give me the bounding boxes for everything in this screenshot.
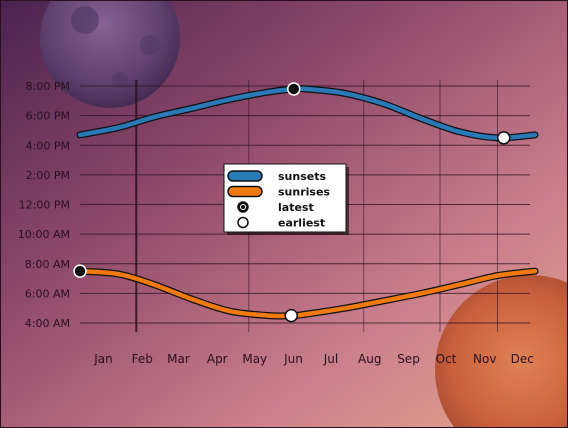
x-tick-label: Jun xyxy=(283,352,303,366)
y-tick-label: 2:00 PM xyxy=(26,169,70,182)
x-tick-label: Jul xyxy=(323,352,338,366)
y-tick-label: 8:00 PM xyxy=(26,80,70,93)
x-tick-label: Sep xyxy=(397,352,420,366)
x-tick-label: Aug xyxy=(358,352,381,366)
legend-label: sunsets xyxy=(278,170,326,183)
sunset-latest-marker xyxy=(287,82,301,96)
series-line-sunrises xyxy=(77,268,538,319)
legend-swatch-sunrises xyxy=(227,185,263,198)
y-tick-label: 6:00 PM xyxy=(26,110,70,123)
legend: sunsets sunrises latest earliest xyxy=(223,163,349,235)
y-tick-label: 6:00 AM xyxy=(25,287,70,300)
y-tick-label: 8:00 AM xyxy=(25,258,70,271)
legend-swatch-inner xyxy=(240,204,246,210)
moon-crater xyxy=(112,72,128,88)
y-tick-label: 10:00 AM xyxy=(18,228,70,241)
sunrise-latest-marker xyxy=(73,264,87,278)
markers xyxy=(73,82,511,323)
moon-crater xyxy=(71,6,99,34)
x-tick-label: Dec xyxy=(511,352,534,366)
series-outline-sunsets xyxy=(76,84,539,142)
y-tick-label: 12:00 PM xyxy=(19,199,70,212)
x-tick-label: Oct xyxy=(436,352,457,366)
legend-swatch-sunsets xyxy=(227,170,263,182)
sunrise-earliest-marker xyxy=(284,308,298,323)
legend-label: latest xyxy=(278,201,314,214)
x-tick-label: Mar xyxy=(167,352,190,366)
x-tick-label: Apr xyxy=(207,352,228,366)
x-tick-label: May xyxy=(242,352,267,366)
sunset-earliest-marker xyxy=(497,131,511,145)
x-tick-label: Nov xyxy=(473,352,496,366)
legend-label: sunrises xyxy=(278,186,330,199)
legend-label: earliest xyxy=(278,217,325,230)
sun-image xyxy=(435,275,568,428)
x-tick-label: Feb xyxy=(132,352,153,366)
y-tick-label: 4:00 AM xyxy=(25,317,70,330)
y-tick-label: 4:00 PM xyxy=(26,139,70,152)
x-axis-ticks: Jan Feb Mar Apr May Jun Jul Aug Sep Oct Nov Dec xyxy=(93,352,534,366)
moon-crater xyxy=(140,35,160,55)
legend-swatch-earliest xyxy=(237,216,249,229)
x-tick-label: Jan xyxy=(93,352,113,366)
y-axis-ticks: 4:00 AM 6:00 AM 8:00 AM 10:00 AM 12:00 PM 2:0… xyxy=(18,80,70,330)
